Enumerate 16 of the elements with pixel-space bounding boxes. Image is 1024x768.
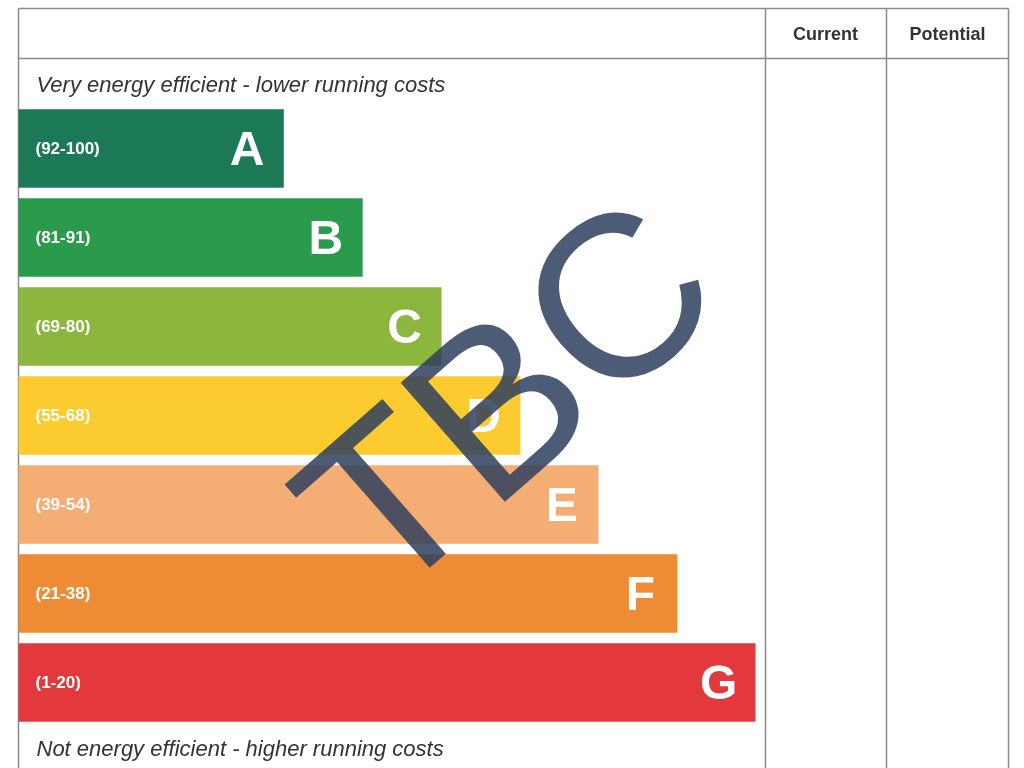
y-tick-label: (1-20): [35, 673, 81, 692]
y-tick-label: (21-38): [35, 584, 91, 603]
text: Not energy efficient - higher running costs: [36, 736, 444, 761]
annotation: G: [699, 656, 738, 709]
text: Current: [793, 23, 859, 44]
y-tick-label: (81-91): [35, 228, 91, 247]
text: Very energy efficient - lower running costs: [36, 72, 446, 97]
y-tick-label: (69-80): [35, 317, 91, 336]
bar: [18, 643, 756, 722]
bar: [18, 109, 284, 188]
annotation: F: [625, 567, 656, 620]
y-tick-label: (92-100): [35, 139, 100, 158]
annotation: A: [229, 122, 265, 175]
y-tick-label: (55-68): [35, 406, 91, 425]
y-tick-label: (39-54): [35, 495, 91, 514]
text: Potential: [909, 23, 986, 44]
